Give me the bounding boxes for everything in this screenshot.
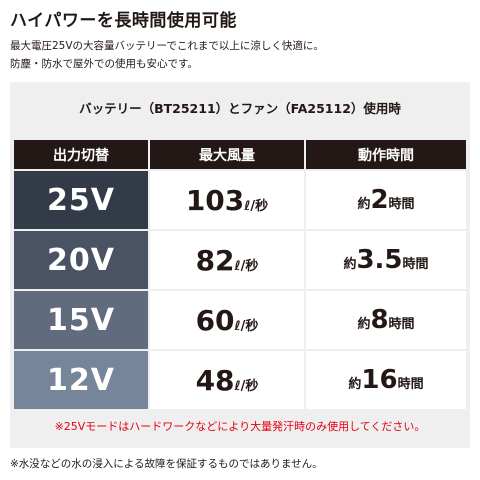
time-prefix: 約 <box>357 197 371 212</box>
column-header: 最大風量 <box>150 140 304 169</box>
time-unit: 時間 <box>402 257 429 272</box>
footer-note: ※水没などの水の浸入による故障を保証するものではありません。 <box>10 458 323 470</box>
time-cell: 約2時間 <box>306 171 466 229</box>
table-row: 20V 82ℓ/秒 約3.5時間 <box>14 231 466 289</box>
time-prefix: 約 <box>357 317 371 332</box>
time-cell: 約3.5時間 <box>306 231 466 289</box>
time-cell: 約8時間 <box>306 291 466 349</box>
mode-cell: 20V <box>14 231 148 289</box>
time-prefix: 約 <box>343 257 357 272</box>
mode-cell: 15V <box>14 291 148 349</box>
table-subtitle: バッテリー（BT25211）とファン（FA25112）使用時 <box>79 101 401 116</box>
table-row: 15V 60ℓ/秒 約8時間 <box>14 291 466 349</box>
time-prefix: 約 <box>348 377 362 392</box>
airflow-cell: 48ℓ/秒 <box>150 351 304 409</box>
airflow-value: 48 <box>195 363 235 397</box>
table-row: 12V 48ℓ/秒 約16時間 <box>14 351 466 409</box>
time-value: 3.5 <box>356 245 403 275</box>
column-header: 出力切替 <box>14 140 148 169</box>
mode-cell: 25V <box>14 171 148 229</box>
airflow-cell: 82ℓ/秒 <box>150 231 304 289</box>
airflow-unit: ℓ/秒 <box>244 198 269 214</box>
airflow-unit: ℓ/秒 <box>234 318 259 334</box>
mode-cell: 12V <box>14 351 148 409</box>
time-cell: 約16時間 <box>306 351 466 409</box>
description: 最大電圧25Vの大容量バッテリーでこれまで以上に涼しく快適に。 <box>10 40 324 52</box>
table-row: 25V 103ℓ/秒 約2時間 <box>14 171 466 229</box>
airflow-unit: ℓ/秒 <box>234 378 259 394</box>
spec-table: 出力切替 最大風量 動作時間 25V 103ℓ/秒 約2時間 20V 82ℓ/秒 約3.5… <box>12 138 468 411</box>
title: ハイパワーを長時間使用可能 <box>10 11 237 31</box>
time-value: 2 <box>370 185 389 215</box>
airflow-value: 103 <box>185 183 245 217</box>
note: ※25Vモードはハードワークなどにより大量発汗時のみ使用してください。 <box>54 420 426 433</box>
airflow-value: 82 <box>195 243 235 277</box>
time-unit: 時間 <box>397 377 424 392</box>
description: 防塵・防水で屋外での使用も安心です。 <box>10 58 198 70</box>
table-body: 25V 103ℓ/秒 約2時間 20V 82ℓ/秒 約3.5時間 15V 60ℓ/秒 約8時間 1… <box>14 171 466 409</box>
airflow-unit: ℓ/秒 <box>234 258 259 274</box>
airflow-cell: 103ℓ/秒 <box>150 171 304 229</box>
time-unit: 時間 <box>388 197 415 212</box>
time-value: 16 <box>361 365 398 395</box>
airflow-cell: 60ℓ/秒 <box>150 291 304 349</box>
time-unit: 時間 <box>388 317 415 332</box>
time-value: 8 <box>370 305 389 335</box>
airflow-value: 60 <box>195 303 235 337</box>
spec-panel: バッテリー（BT25211）とファン（FA25112）使用時 出力切替 最大風量… <box>10 82 470 448</box>
column-header: 動作時間 <box>306 140 466 169</box>
